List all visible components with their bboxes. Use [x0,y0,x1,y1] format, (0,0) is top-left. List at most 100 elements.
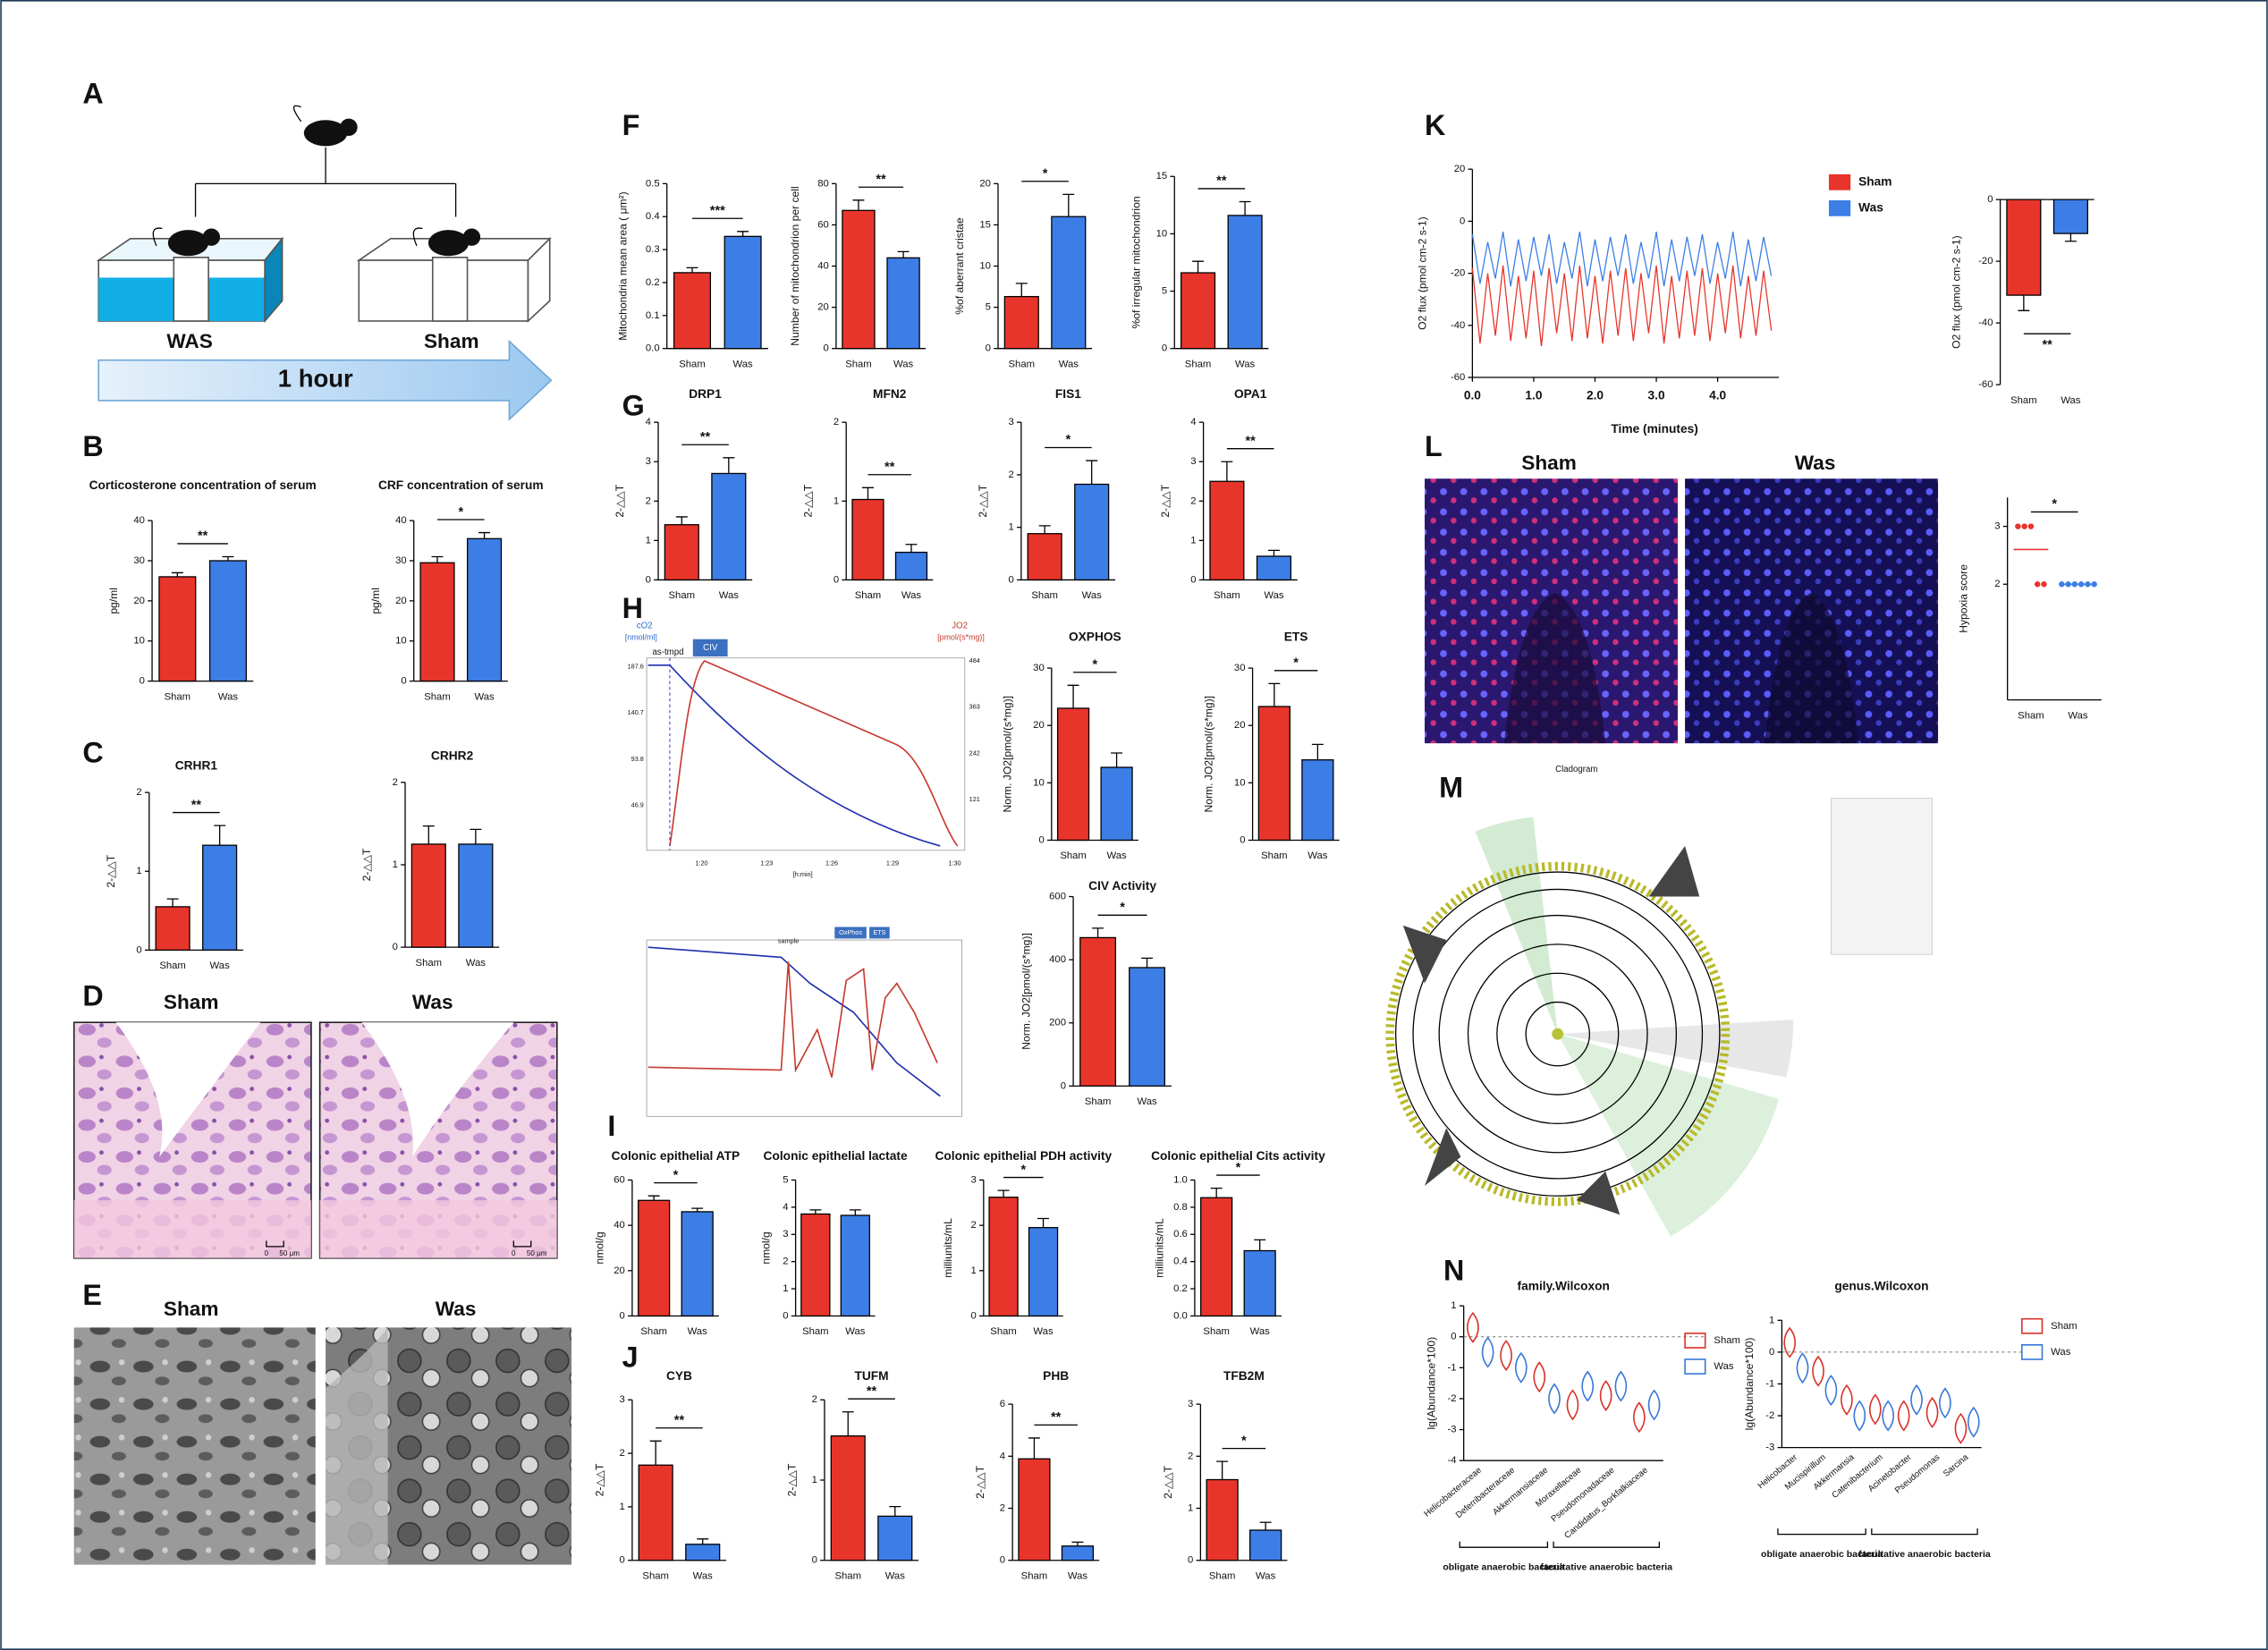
violin [1500,1340,1512,1371]
leaf-nodes [1385,861,1731,1206]
x-tick-label: Was [210,960,231,971]
bar [1206,1478,1239,1561]
significance-label: ** [700,430,711,444]
y-tick-label: 0 [1451,1332,1456,1342]
step-box [834,927,867,939]
x-tick-label: 3.0 [1648,389,1665,402]
panel-label: H [622,592,643,624]
chart-title: Colonic epithelial ATP [612,1149,740,1163]
y-tick-label: 2 [620,1448,625,1459]
platform [431,257,469,322]
bar [851,498,884,581]
significance-label: * [1066,433,1071,447]
mouse-icon [152,227,221,257]
y-tick-label: 20 [979,178,991,189]
error-bar [1111,752,1123,768]
y-tick-label: 5 [1162,286,1167,297]
tick-label: 187.6 [628,662,644,670]
image-l: Sham Was [1425,452,1939,744]
submucosa [1764,592,1859,744]
bar [673,272,712,350]
legend-swatch [1828,173,1851,190]
nucleus [326,1327,388,1565]
y-tick-label: 6 [1000,1399,1005,1409]
error-bar [686,267,698,273]
error-bar [675,516,688,525]
group-label: Sham [424,330,479,352]
violin [1841,1383,1853,1416]
image-title: Was [1795,452,1836,474]
legend-label: Sham [1714,1335,1740,1346]
x-tick-label: Was [1059,359,1079,369]
y-tick-label: 0.5 [646,178,660,189]
x-tick-label: Was [1107,850,1128,861]
x-tick-label: Was [1264,590,1284,601]
bar [894,551,928,581]
y-tick-label: 4 [783,1202,788,1213]
chart-title: OXPHOS [1069,630,1121,644]
y-tick-label: 0.6 [1173,1229,1188,1240]
x-tick-label: Sham [1185,359,1212,369]
y-tick-label: 1 [783,1283,788,1294]
error-bar [222,555,234,561]
bar [1028,1227,1059,1317]
y-tick-label: 1 [1451,1300,1456,1311]
scale-label: 50 μm [527,1249,547,1257]
x-tick-label: Sham [1060,850,1087,861]
axis-label: [h:min] [793,870,813,878]
y-tick-label: 40 [395,515,407,526]
x-tick-label: Sham [642,1571,669,1582]
y-axis-label: pg/ml [107,588,120,614]
step-label: ETS [873,928,885,936]
y-axis-label: milliunits/mL [1153,1218,1165,1278]
y-tick-label: 10 [395,636,407,647]
muscle-layer [319,1200,557,1258]
x-tick-label: Was [1256,1571,1276,1582]
x-tick-label: Sham [834,1571,861,1582]
error-bar [1311,743,1324,760]
scale-label: 0 [512,1249,516,1257]
significance-label: * [1120,901,1125,915]
chart-title: DRP1 [689,387,722,401]
image-d: Sham Was 0 50 μm 0 50 μm [72,991,558,1259]
data-point [2041,581,2047,588]
group-label: facultative anaerobic bacteria [1858,1549,1991,1560]
y-tick-label: 1 [1769,1315,1774,1325]
tick-label: 484 [969,656,980,664]
y-tick-label: -1 [1765,1378,1774,1389]
y-tick-label: 0 [986,343,991,354]
chart-title: CIV Activity [1088,879,1156,893]
bar [877,1515,913,1561]
diagram-a: WAS Sham 1 hour [96,105,553,421]
y-tick-label: 1 [620,1502,625,1512]
y-axis-label: O2 flux (pmol cm-2 s-1) [1417,216,1429,330]
y-tick-label: 200 [1049,1018,1066,1028]
y-tick-label: 0 [970,1310,976,1321]
bar [842,209,876,350]
step-label: CIV [703,643,718,653]
y-tick-label: 30 [1234,663,1246,673]
error-bar [478,531,491,539]
image-title: Sham [164,991,219,1013]
y-tick-label: -40 [1451,320,1465,331]
violin [1566,1389,1579,1421]
y-axis-label: milliunits/mL [942,1218,954,1278]
panel-label: L [1425,430,1443,462]
error-bar [849,1209,861,1215]
violin [1614,1370,1628,1402]
cladogram-title: Cladogram [1555,765,1597,774]
x-tick-label: Sham [990,1326,1017,1337]
submucosa [1503,592,1606,744]
bar [419,562,455,682]
significance-label: * [458,505,463,520]
significance-label: * [1043,167,1048,182]
y-tick-label: 1 [1190,535,1196,546]
axis-unit: [pmol/(s*mg)] [937,632,985,641]
y-tick-label: 10 [133,636,145,647]
panel-label: J [622,1341,639,1374]
panel-label: G [622,390,645,422]
bar [1100,766,1133,842]
y-tick-label: 0.3 [646,244,660,255]
